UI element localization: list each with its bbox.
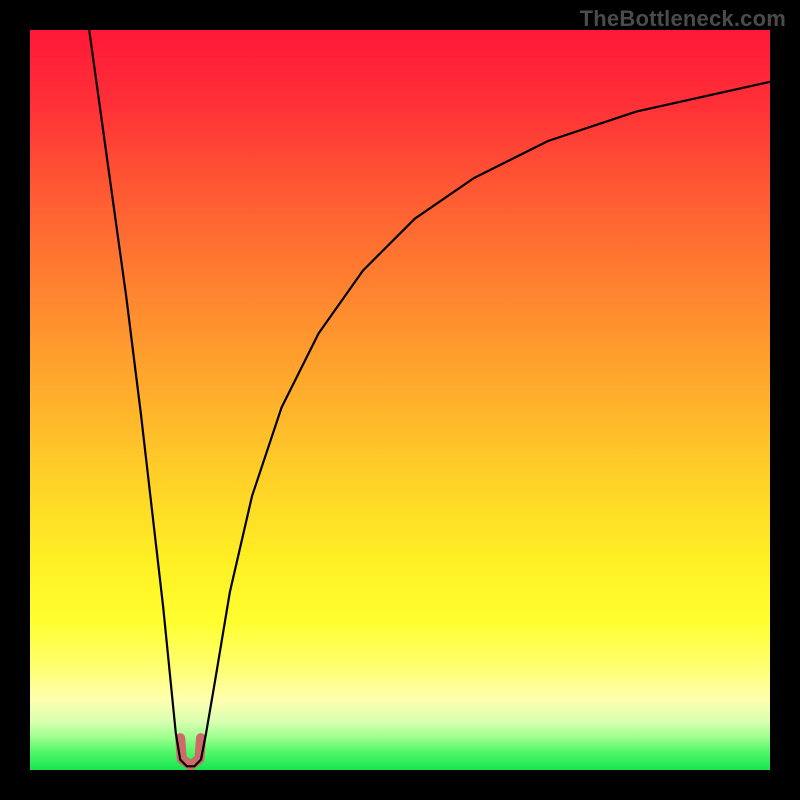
bottleneck-curve [89,30,770,766]
chart-frame: TheBottleneck.com [0,0,800,800]
curve-layer [30,30,770,770]
plot-area [30,30,770,770]
source-watermark: TheBottleneck.com [580,6,786,32]
